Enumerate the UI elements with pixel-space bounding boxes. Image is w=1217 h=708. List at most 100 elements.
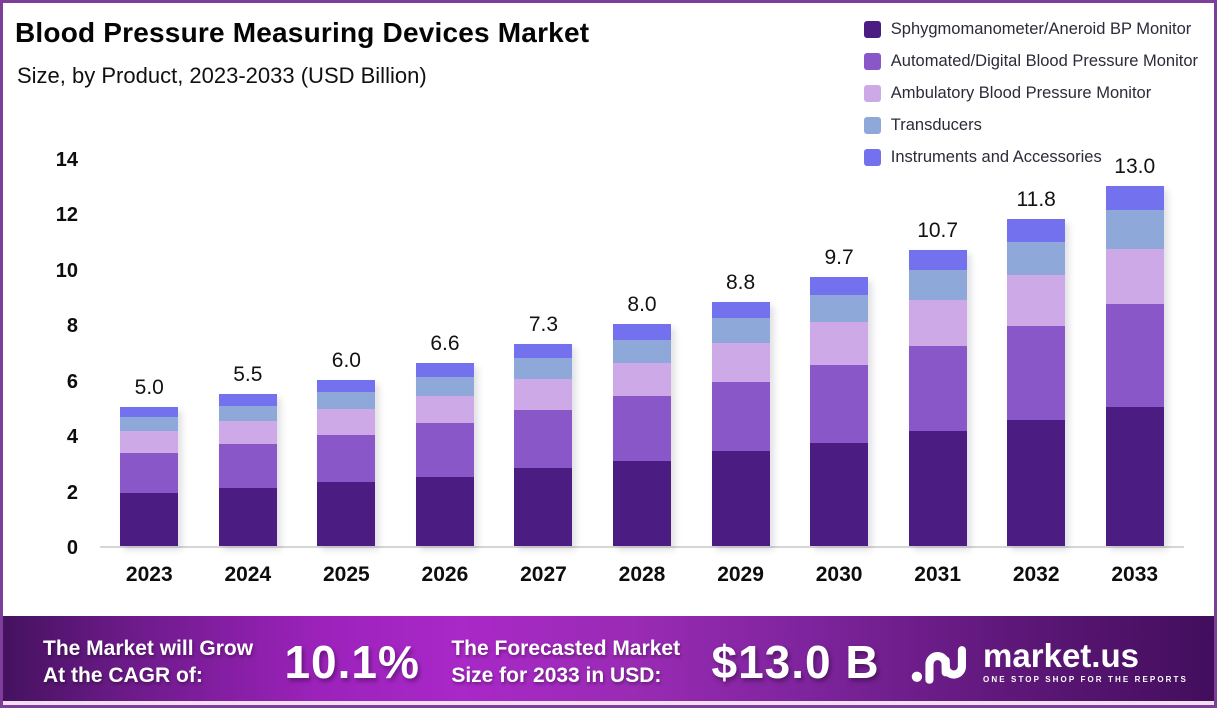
x-axis-label: 2025 [323, 563, 370, 586]
bar-total-label: 11.8 [1016, 188, 1056, 211]
bar-segment [1105, 407, 1164, 546]
cagr-value: 10.1% [284, 635, 420, 688]
x-axis-label: 2024 [224, 563, 272, 586]
bar-column: 10.7 [888, 160, 987, 546]
page-subtitle: Size, by Product, 2023-2033 (USD Billion… [17, 63, 427, 88]
bar-segment [1007, 219, 1066, 242]
legend-item: Ambulatory Blood Pressure Monitor [863, 77, 1198, 109]
x-axis-label: 2032 [1012, 563, 1060, 586]
bar-column: 5.5 [199, 160, 298, 546]
bar-segment [711, 343, 770, 382]
bar-segment [120, 431, 179, 454]
bar-segment [908, 249, 967, 271]
legend-label: Instruments and Accessories [890, 147, 1102, 166]
bar-stack [711, 302, 770, 546]
bar-column: 6.0 [297, 160, 396, 546]
bar-stack [218, 393, 277, 546]
forecast-label-line1: The Forecasted Market [451, 636, 681, 660]
legend-label: Sphygmomanometer/Aneroid BP Monitor [890, 19, 1192, 38]
x-axis-label: 2026 [421, 563, 469, 586]
bar-segment [415, 476, 474, 546]
bar-segment [711, 302, 770, 319]
bar-segment [613, 396, 671, 461]
cagr-label-line1: The Market will Grow [43, 636, 254, 660]
bar-segment [908, 345, 967, 431]
x-axis-label: 2029 [717, 563, 764, 586]
bar-total-label: 5.0 [134, 376, 164, 400]
y-axis-label: 4 [66, 426, 78, 449]
legend-swatch-icon [863, 20, 881, 38]
bar-segment [415, 363, 474, 377]
bar-column: 9.7 [790, 160, 889, 546]
bar-segment [514, 467, 573, 546]
legend-item: Transducers [863, 109, 1198, 141]
bar-segment [514, 379, 573, 411]
bar-segment [908, 431, 967, 546]
bar-segment [120, 407, 179, 418]
bar-column: 8.0 [593, 160, 692, 546]
bar-segment [218, 393, 277, 406]
bar-total-label: 10.7 [917, 218, 959, 242]
bar-segment [514, 358, 573, 380]
bar-segment [317, 409, 376, 435]
bar-stack [810, 277, 869, 546]
marketus-logo-icon [911, 645, 967, 684]
bar-stack [317, 379, 376, 546]
bar-segment [908, 270, 967, 301]
x-axis-label: 2027 [520, 563, 567, 586]
bar-segment [908, 300, 967, 346]
bar-segment [711, 381, 770, 452]
bar-column: 7.3 [494, 160, 593, 546]
bar-segment [218, 487, 277, 546]
bar-segment [711, 318, 770, 344]
bar-total-label: 8.0 [627, 293, 657, 317]
cagr-label-line2: At the CAGR of: [43, 663, 203, 687]
bar-column: 8.8 [691, 160, 790, 546]
bar-segment [218, 444, 277, 488]
bar-segment [613, 460, 671, 546]
x-axis-label: 2030 [815, 563, 863, 586]
forecast-value: $13.0 B [711, 635, 880, 688]
bar-stack [1105, 185, 1164, 546]
bar-stack [908, 249, 967, 546]
marketus-logo: market.us ONE STOP SHOP FOR THE REPORTS [911, 635, 1188, 689]
x-axis-label: 2028 [618, 563, 666, 586]
plot-area: 5.0 5.5 6.0 6.6 7.3 8.0 8.8 9.7 10.7 11.8 13.0 [100, 155, 1184, 548]
cagr-label: The Market will Grow At the CAGR of: [43, 635, 253, 689]
bar-column: 11.8 [987, 160, 1086, 546]
x-axis-label: 2031 [914, 563, 961, 586]
bar-segment [1007, 326, 1066, 420]
bar-total-label: 9.7 [824, 246, 854, 270]
bar-segment [1007, 419, 1066, 546]
legend-label: Ambulatory Blood Pressure Monitor [890, 83, 1152, 102]
bar-segment [415, 396, 474, 423]
forecast-label: The Forecasted Market Size for 2033 in U… [451, 635, 680, 689]
bar-segment [1105, 185, 1164, 211]
bar-segment [810, 365, 869, 443]
bar-segment [1007, 274, 1066, 327]
legend-swatch-icon [863, 84, 881, 102]
y-axis-label: 2 [66, 481, 78, 504]
bar-segment [810, 442, 869, 546]
bar-segment [317, 392, 376, 410]
bar-segment [514, 343, 573, 359]
bar-segment [613, 363, 671, 397]
bar-segment [415, 422, 474, 477]
x-axis: 2023 2024 2025 2026 2027 2028 2029 2030 2031 2032… [100, 563, 1184, 587]
bar-segment [120, 493, 179, 546]
banner: The Market will Grow At the CAGR of: 10.… [3, 616, 1214, 705]
bar-segment [1007, 241, 1066, 275]
legend-swatch-icon [863, 52, 881, 70]
bar-column: 5.0 [100, 160, 199, 546]
bar-segment [810, 321, 869, 366]
bar-segment [317, 434, 376, 482]
bar-segment [1105, 303, 1164, 408]
bar-segment [613, 340, 671, 364]
bar-segment [810, 277, 869, 296]
bar-segment [711, 451, 770, 546]
y-axis-label: 0 [66, 537, 78, 559]
page-title: Blood Pressure Measuring Devices Market [15, 17, 590, 48]
legend: Sphygmomanometer/Aneroid BP Monitor Autom… [863, 13, 1198, 173]
y-axis-label: 12 [55, 204, 78, 227]
